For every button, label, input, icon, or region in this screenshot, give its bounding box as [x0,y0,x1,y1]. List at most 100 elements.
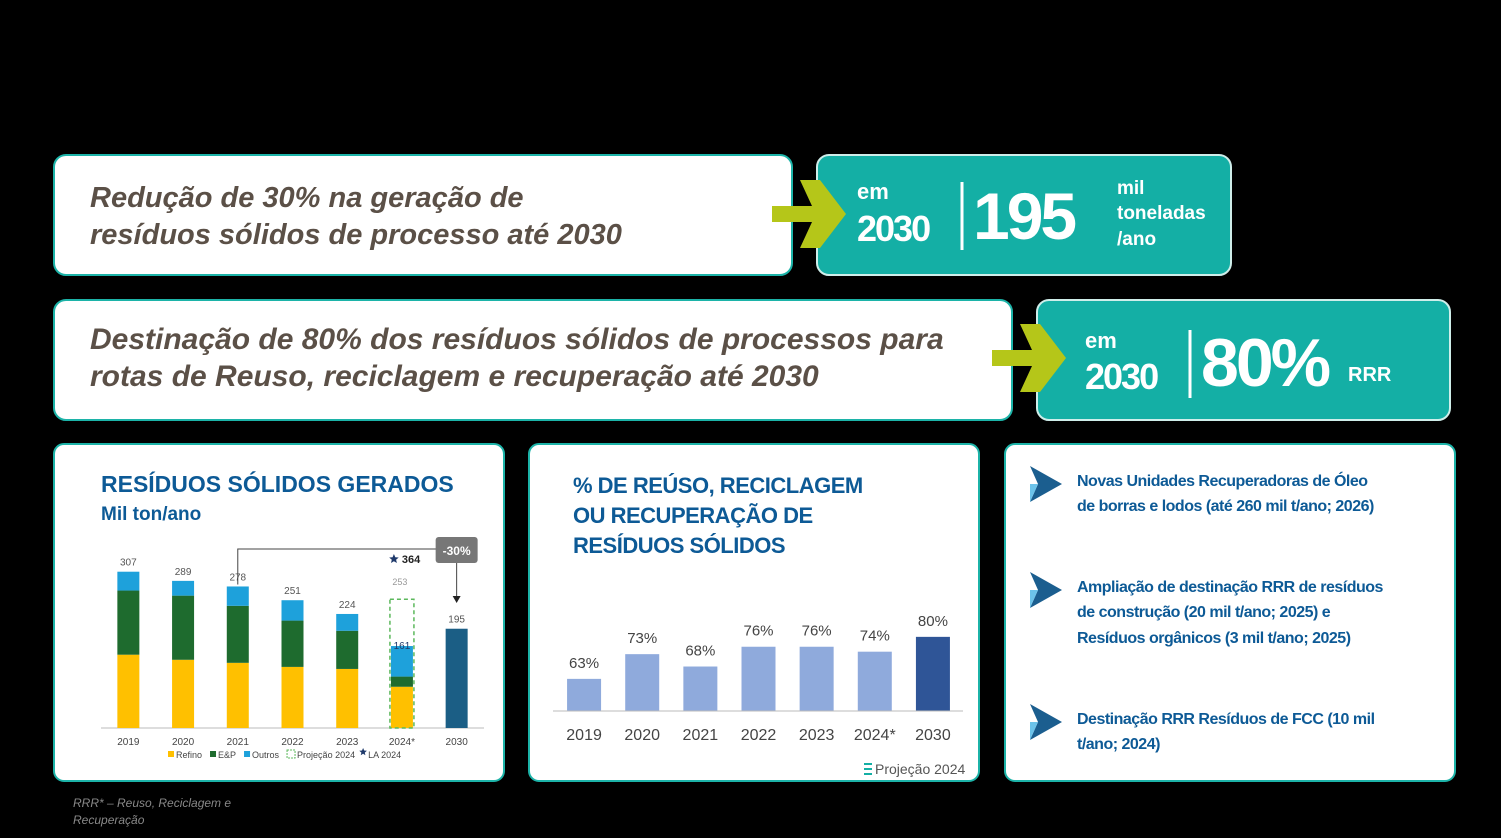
kpi-year: 2030 [1085,356,1158,397]
x-tick-label: 2021 [227,737,250,748]
x-tick-label: 2019 [117,737,140,748]
kpi-unit: /ano [1117,229,1156,250]
arrow-head [452,596,461,603]
bullet-text: Novas Unidades Recuperadoras de Óleo [1077,471,1368,490]
bar-segment [117,590,140,655]
projection-box [389,598,415,729]
banner-text: Destinação de 80% dos resíduos sólidos d… [90,323,944,356]
x-tick-label: 2024* [854,727,896,744]
bar-segment [281,600,304,621]
kpi-value: 195 [973,179,1075,253]
bar-segment [172,580,195,596]
bar-segment [336,668,359,728]
bullet-icon [1030,704,1062,740]
bar [625,654,660,711]
kpi-unit: RRR [1348,364,1392,386]
legend-label: E&P [218,750,236,760]
bar-segment [172,659,195,728]
bar [857,651,892,711]
x-tick-label: 2020 [172,737,195,748]
value-label: 80% [918,613,948,630]
bar-segment [172,595,195,660]
bullet-text: de construção (20 mil t/ano; 2025) e [1077,604,1331,621]
x-tick-label: 2021 [683,727,719,744]
total-label: 195 [448,615,465,626]
footnote: Recuperação [73,813,145,827]
bullet-text: Destinação RRR Resíduos de FCC (10 mil [1077,711,1375,728]
bullet-text: de borras e lodos (até 260 mil t/ano; 20… [1077,498,1374,515]
bar [567,678,602,711]
legend-star [359,748,367,756]
x-tick-label: 2030 [915,727,951,744]
legend-label: Refino [176,750,202,760]
bar-segment [226,586,249,606]
x-tick-label: 2020 [624,727,660,744]
x-tick-label: 2022 [741,727,777,744]
x-tick-label: 2019 [566,727,602,744]
bullet-icon [1030,466,1062,502]
bar-segment [226,662,249,728]
legend-label: Projeção 2024 [875,761,966,777]
total-label: 161 [394,641,411,652]
value-label: 76% [802,623,832,640]
kpi-unit: toneladas [1117,203,1206,224]
bullet-icon [1030,572,1062,608]
legend-label: Outros [252,750,280,760]
x-tick-label: 2023 [336,737,359,748]
bar [741,646,776,711]
kpi-unit: mil [1117,178,1144,199]
annotation: -30% [443,544,471,558]
x-tick-label: 2030 [446,737,469,748]
footnote: RRR* – Reuso, Reciclagem e [73,796,231,810]
x-tick-label: 2024* [389,737,415,748]
legend-label: Projeção 2024 [297,750,355,760]
banner-text: rotas de Reuso, reciclagem e recuperação… [90,360,819,393]
value-label: 74% [860,628,890,645]
chart-title: RESÍDUOS SÓLIDOS [573,533,785,558]
kpi-value: 80% [1201,325,1330,401]
value-label: 63% [569,655,599,672]
bar [799,646,834,711]
bullet-text: t/ano; 2024) [1077,736,1160,753]
bar-segment [445,628,468,728]
bar [915,636,950,711]
arrow [992,324,1066,392]
banner-text: resíduos sólidos de processo até 2030 [90,219,622,251]
legend-swatch [244,751,251,757]
la-star [389,554,399,563]
x-tick-label: 2023 [799,727,835,744]
bar-segment [281,666,304,728]
arrow [772,180,846,248]
legend-icon [864,763,872,775]
legend-swatch [286,749,296,759]
bar-segment [117,571,140,591]
bar [683,666,718,711]
chart-title: RESÍDUOS SÓLIDOS GERADOS [101,470,454,497]
x-tick-label: 2022 [281,737,304,748]
bar-segment [226,605,249,663]
legend-swatch [168,751,174,757]
bar-segment [390,686,413,728]
value-label: 76% [743,623,773,640]
kpi-year: 2030 [857,208,930,249]
bar-segment [336,630,359,669]
bar-segment [117,654,140,728]
value-label: 73% [627,630,657,647]
bar-segment [281,620,304,667]
value-label: 68% [685,643,715,660]
kpi-prefix: em [857,179,889,204]
panel [1004,443,1456,782]
bar-segment [336,613,359,631]
total-label: 224 [339,600,356,611]
bar-segment [390,646,413,677]
kpi-prefix: em [1085,328,1117,353]
bar-segment [390,676,413,687]
chart-title: % DE REÚSO, RECICLAGEM [573,473,863,498]
la-label: 364 [402,554,421,566]
annotation-box [435,537,478,563]
total-label: 251 [284,586,301,597]
projection-label: 253 [392,577,407,587]
bullet-text: Ampliação de destinação RRR de resíduos [1077,579,1384,596]
banner-box [53,154,793,276]
